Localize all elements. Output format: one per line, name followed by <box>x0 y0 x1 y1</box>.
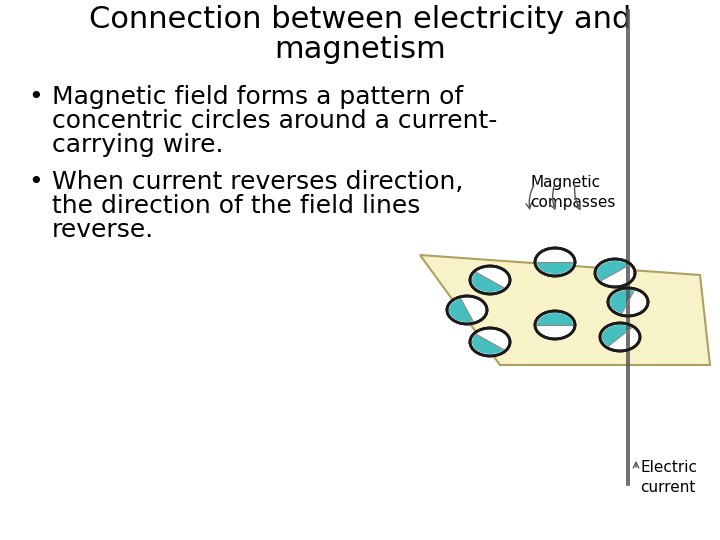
Ellipse shape <box>537 313 573 337</box>
Ellipse shape <box>470 266 510 294</box>
Ellipse shape <box>472 330 508 354</box>
Text: concentric circles around a current-: concentric circles around a current- <box>52 109 498 133</box>
Ellipse shape <box>535 311 575 339</box>
Text: •: • <box>28 85 42 109</box>
Ellipse shape <box>595 259 635 287</box>
Ellipse shape <box>470 328 510 356</box>
Ellipse shape <box>447 296 487 324</box>
Polygon shape <box>420 255 710 365</box>
Polygon shape <box>476 268 508 288</box>
Ellipse shape <box>535 248 575 276</box>
Ellipse shape <box>472 268 508 292</box>
Text: Connection between electricity and: Connection between electricity and <box>89 5 631 34</box>
Polygon shape <box>476 330 508 350</box>
Text: Electric
current: Electric current <box>640 460 697 495</box>
Ellipse shape <box>449 298 485 322</box>
Text: reverse.: reverse. <box>52 218 154 242</box>
Text: Magnetic
compasses: Magnetic compasses <box>530 175 616 210</box>
Polygon shape <box>461 298 485 321</box>
Polygon shape <box>597 261 629 281</box>
Ellipse shape <box>602 325 638 349</box>
Polygon shape <box>472 272 504 292</box>
Polygon shape <box>537 250 573 262</box>
Ellipse shape <box>597 261 633 285</box>
Polygon shape <box>472 334 504 354</box>
Text: Magnetic field forms a pattern of: Magnetic field forms a pattern of <box>52 85 463 109</box>
Polygon shape <box>610 290 634 313</box>
Polygon shape <box>537 262 573 274</box>
Polygon shape <box>537 325 573 337</box>
Polygon shape <box>537 313 573 325</box>
Text: carrying wire.: carrying wire. <box>52 133 223 157</box>
Ellipse shape <box>610 290 646 314</box>
Polygon shape <box>622 291 646 314</box>
Ellipse shape <box>600 323 640 351</box>
Text: magnetism: magnetism <box>274 35 446 64</box>
Text: the direction of the field lines: the direction of the field lines <box>52 194 420 218</box>
Polygon shape <box>449 299 473 322</box>
Polygon shape <box>601 265 633 285</box>
Polygon shape <box>608 328 638 349</box>
Ellipse shape <box>537 250 573 274</box>
Text: •: • <box>28 170 42 194</box>
Text: When current reverses direction,: When current reverses direction, <box>52 170 464 194</box>
Ellipse shape <box>608 288 648 316</box>
Polygon shape <box>602 325 631 346</box>
